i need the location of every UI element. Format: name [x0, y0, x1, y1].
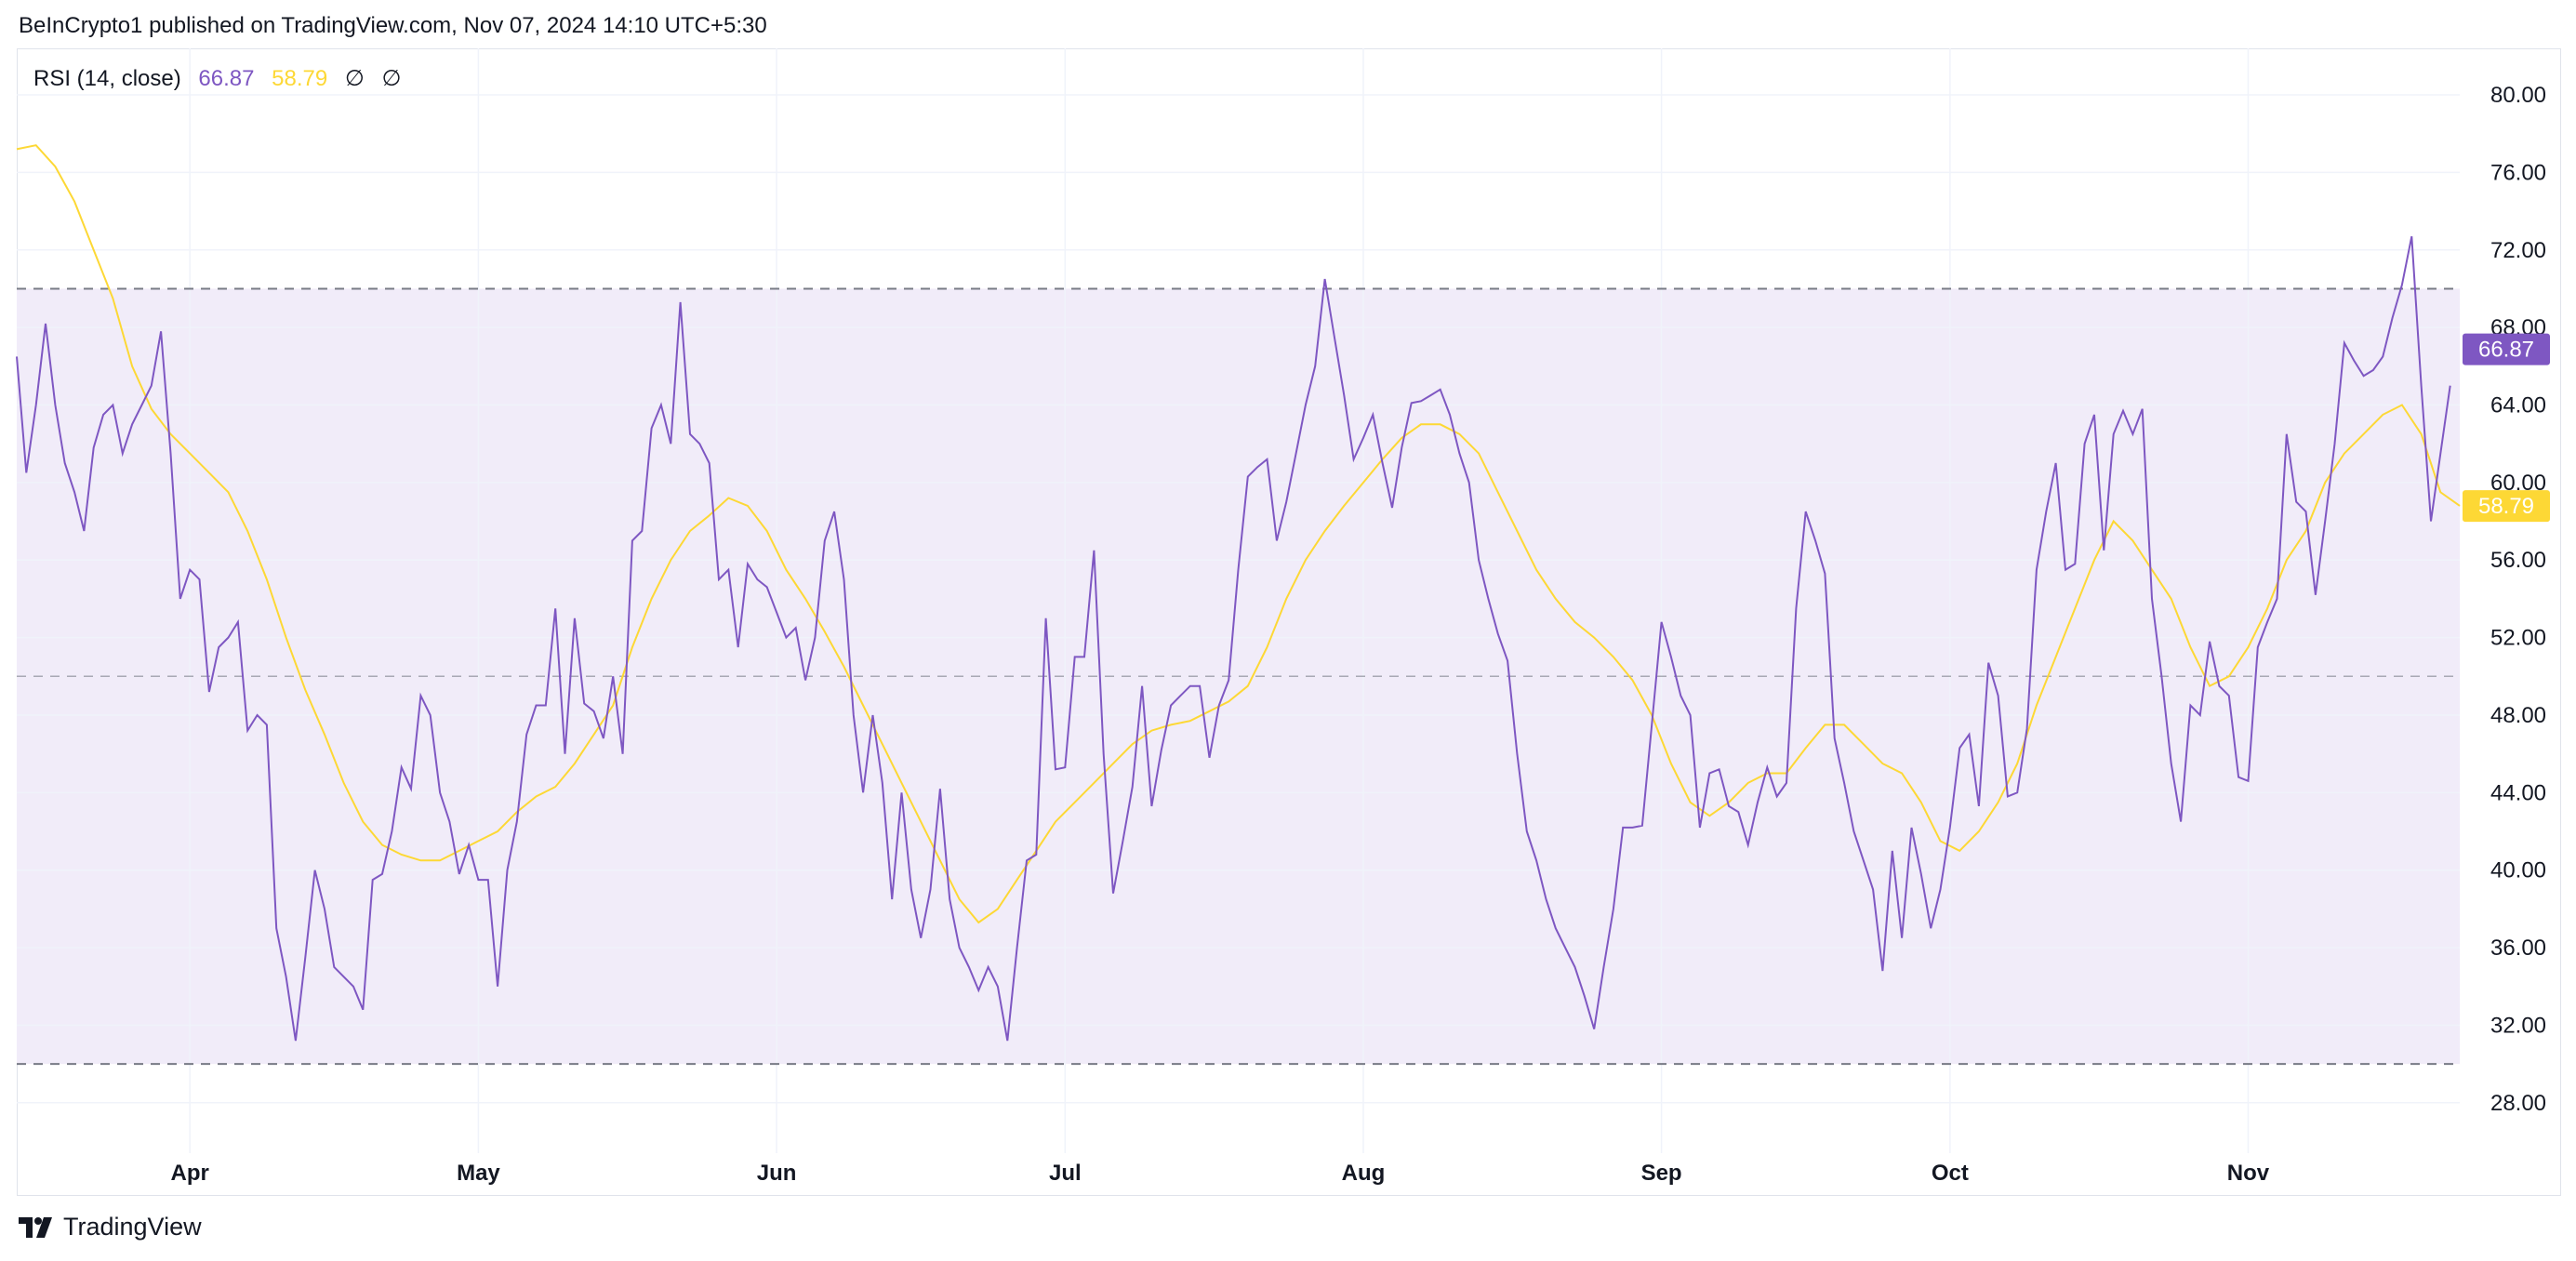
x-tick-label: Apr	[170, 1161, 208, 1186]
tradingview-logo[interactable]: TradingView	[19, 1213, 202, 1241]
y-tick-label: 36.00	[2490, 936, 2546, 961]
x-tick-label: Sep	[1641, 1161, 1682, 1186]
x-tick-label: Jun	[757, 1161, 797, 1186]
x-tick-label: Jul	[1049, 1161, 1082, 1186]
published-header: BeInCrypto1 published on TradingView.com…	[19, 13, 767, 38]
indicator-legend[interactable]: RSI (14, close) 66.87 58.79 ∅ ∅	[33, 65, 412, 92]
x-axis-ticks: Apr May Jun Jul Aug Sep Oct Nov	[170, 1161, 2269, 1186]
y-tick-label: 32.00	[2490, 1013, 2546, 1038]
y-tick-label: 56.00	[2490, 548, 2546, 573]
source-empty-icon[interactable]: ∅	[344, 66, 365, 91]
x-tick-label: Oct	[1932, 1161, 1969, 1186]
x-gridlines	[189, 48, 2250, 1153]
rsi-value: 66.87	[198, 66, 255, 91]
y-tick-label: 52.00	[2490, 626, 2546, 651]
y-gridlines	[17, 94, 2460, 1104]
ma-last-value-badge: 58.79	[2463, 490, 2550, 523]
x-tick-label: Aug	[1342, 1161, 1386, 1186]
tradingview-logo-icon	[19, 1216, 52, 1238]
y-tick-label: 80.00	[2490, 83, 2546, 108]
ma-value: 58.79	[272, 66, 328, 91]
y-tick-label: 48.00	[2490, 703, 2546, 728]
rsi-last-value-badge: 66.87	[2463, 333, 2550, 365]
rsi-series-line	[16, 236, 2451, 1042]
y-tick-label: 72.00	[2490, 238, 2546, 263]
rsi-last-value-label: 66.87	[2478, 338, 2534, 363]
source-empty-icon-2[interactable]: ∅	[381, 66, 402, 91]
tradingview-brand: TradingView	[63, 1213, 202, 1241]
x-tick-label: Nov	[2227, 1161, 2270, 1186]
y-tick-label: 28.00	[2490, 1091, 2546, 1116]
y-tick-label: 76.00	[2490, 160, 2546, 185]
ma-series-line	[16, 144, 2461, 924]
indicator-name: RSI (14, close)	[33, 66, 181, 91]
ma-last-value-label: 58.79	[2478, 494, 2534, 519]
x-tick-label: May	[457, 1161, 500, 1186]
y-axis-ticks: 80.0076.0072.0068.0064.0060.0056.0052.00…	[2490, 83, 2546, 1116]
y-tick-label: 44.00	[2490, 780, 2546, 805]
y-tick-label: 40.00	[2490, 858, 2546, 883]
y-tick-label: 64.00	[2490, 392, 2546, 418]
